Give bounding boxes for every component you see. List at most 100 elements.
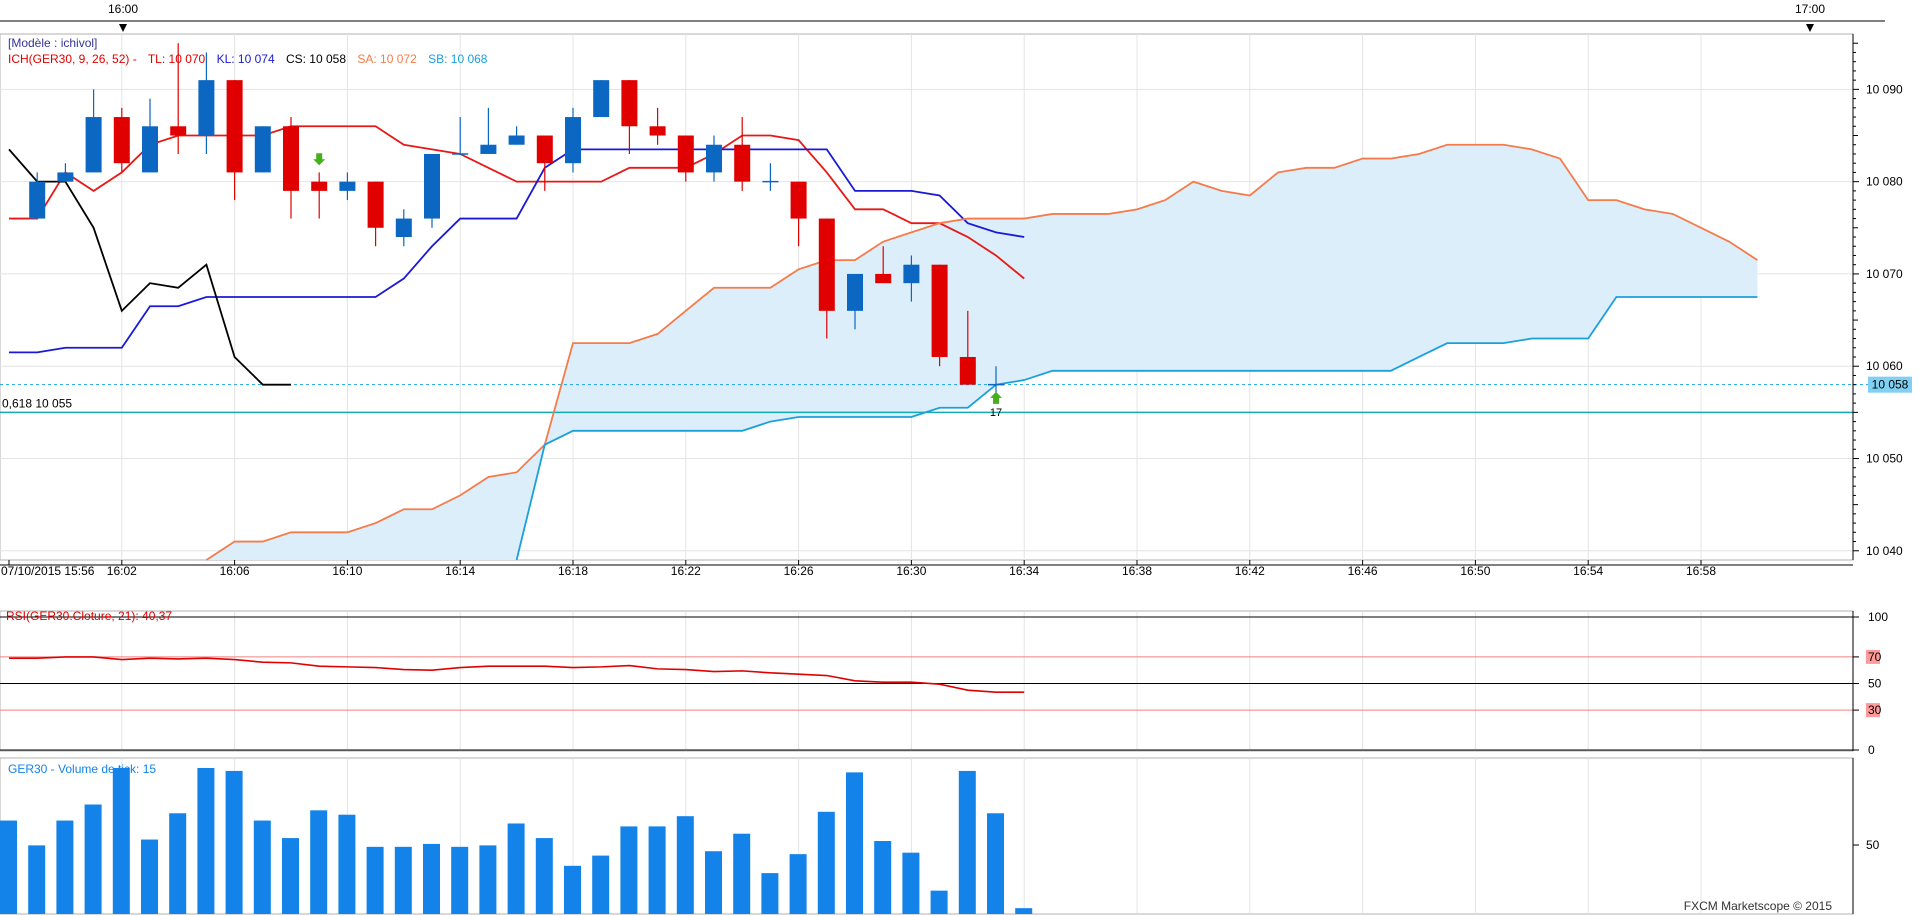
rsi-grid: [121, 611, 1702, 751]
current-price-label: 10 058: [1872, 378, 1909, 392]
candle-body: [565, 117, 581, 164]
volume-bar: [394, 846, 412, 914]
candle-body: [706, 144, 722, 173]
time-axis-label: 07/10/2015 15:56: [1, 564, 95, 578]
candle-body: [85, 117, 102, 173]
candle: [959, 310, 976, 385]
indicator-legend: ICH(GER30, 9, 26, 52) - TL: 10 070 KL: 1…: [8, 52, 488, 66]
rsi-axis-label: 0: [1868, 743, 1875, 757]
candle-body: [818, 218, 835, 311]
candle-body: [508, 135, 525, 145]
candle: [113, 107, 130, 173]
candle: [452, 117, 469, 155]
candle: [706, 135, 722, 182]
price-panel: 10 040 10 050 10 060 10 070 10 080 10 090 07/…: [0, 33, 1912, 578]
rsi-label: RSI(GER30.Cloture, 21): 40,37: [6, 609, 172, 623]
price-axis-label: 10 040: [1866, 544, 1903, 558]
candle-body: [593, 80, 610, 118]
volume-bar: [817, 811, 835, 914]
footer-copyright: FXCM Marketscope © 2015: [1684, 899, 1833, 913]
top-axis-label-1600: 16:00: [108, 2, 138, 16]
volume-bar: [423, 843, 440, 914]
volume-bar: [648, 826, 666, 914]
volume-bar: [282, 838, 299, 914]
rsi-level-box: [1866, 649, 1880, 664]
cloud-area: [206, 144, 1758, 560]
candle: [565, 107, 581, 173]
time-axis-label: 16:14: [445, 564, 475, 578]
time-axis-label: 16:22: [671, 564, 701, 578]
volume-panel: GER30 - Volume de tick: 15 50 FXCM Marke…: [0, 757, 1880, 915]
candle-body: [734, 144, 751, 182]
candle: [57, 163, 74, 182]
candle: [198, 52, 215, 154]
volume-bar: [0, 820, 17, 914]
candle-body: [29, 181, 46, 219]
candle: [29, 172, 46, 219]
candle: [395, 209, 412, 247]
candle-body: [113, 117, 130, 164]
candle: [818, 218, 835, 339]
rsi-axis-label: 70: [1868, 650, 1882, 664]
time-axis-label: 16:58: [1686, 564, 1716, 578]
volume-bar: [987, 813, 1004, 914]
candle: [339, 172, 356, 201]
time-axis-label: 16:06: [220, 564, 250, 578]
candle: [142, 98, 158, 173]
volume-bar: [958, 770, 976, 914]
rsi-panel-frame: [0, 610, 1854, 752]
candle-body: [283, 126, 299, 191]
time-axis-label: 16:54: [1573, 564, 1603, 578]
candle-body: [621, 80, 638, 127]
ichimoku-cloud: [206, 144, 1758, 560]
time-axis-label: 16:42: [1235, 564, 1265, 578]
volume-bar: [846, 772, 863, 914]
candle-body: [959, 356, 976, 385]
volume-bars: [0, 758, 1854, 914]
candle: [311, 172, 328, 219]
volume-bar: [733, 833, 751, 914]
candle: [593, 80, 610, 118]
volume-bar: [112, 768, 130, 914]
candle-body: [198, 80, 215, 136]
candle-body: [226, 80, 243, 173]
top-axis-label-1700: 17:00: [1795, 2, 1825, 16]
candle: [677, 135, 694, 182]
candle: [790, 181, 807, 247]
candle: [931, 264, 948, 367]
candle: [367, 181, 384, 247]
volume-bar: [761, 873, 779, 914]
candle: [847, 273, 863, 330]
candle-body: [649, 126, 666, 136]
rsi-line: [9, 656, 1025, 693]
volume-bar: [789, 854, 807, 914]
candle: [283, 117, 299, 219]
rsi-axis-label: 50: [1868, 677, 1882, 691]
candle: [508, 126, 525, 145]
time-axis-label: 16:46: [1348, 564, 1378, 578]
candle: [903, 255, 920, 302]
rsi-levels: 100 70 50 30 0: [0, 610, 1888, 757]
volume-bar: [28, 845, 46, 914]
time-axis-label: 16:10: [332, 564, 362, 578]
candle: [170, 43, 187, 154]
rsi-axis-label: 100: [1868, 610, 1888, 624]
volume-bar: [169, 813, 187, 914]
candle: [480, 107, 497, 154]
candle: [762, 163, 779, 191]
time-axis-label: 16:02: [107, 564, 137, 578]
volume-bar: [507, 823, 525, 914]
volume-bar: [874, 841, 892, 914]
volume-bar: [564, 865, 581, 914]
candle: [226, 80, 243, 201]
candle-body: [875, 273, 892, 284]
candle-body: [424, 153, 440, 219]
rsi-level-box: [1866, 703, 1880, 718]
volume-bar: [705, 851, 722, 914]
top-time-axis: 16:00 17:00: [0, 2, 1885, 32]
current-price-box: [1868, 376, 1912, 393]
model-label: [Modèle : ichivol]: [8, 36, 97, 50]
volume-bar: [676, 816, 694, 914]
time-axis-label: 16:18: [558, 564, 588, 578]
signal-arrow-up: [990, 391, 1002, 404]
